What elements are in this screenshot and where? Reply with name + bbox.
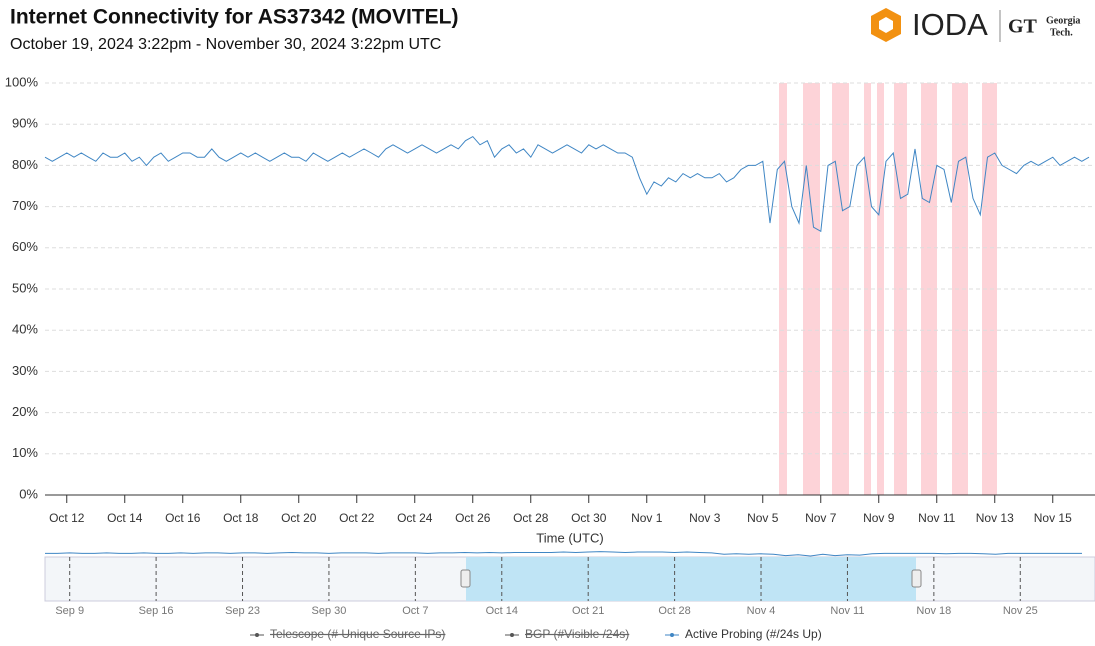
navigator-tick-label: Oct 28 (658, 605, 690, 617)
x-tick-label: Nov 15 (1034, 511, 1072, 525)
y-tick-label: 20% (12, 404, 38, 419)
y-tick-label: 0% (19, 486, 38, 501)
y-tick-label: 60% (12, 239, 38, 254)
navigator-tick-label: Oct 21 (572, 605, 604, 617)
gt-mark: GT (1008, 16, 1038, 38)
navigator-tick-label: Oct 7 (402, 605, 428, 617)
x-tick-label: Nov 5 (747, 511, 779, 525)
outage-band (832, 83, 849, 495)
x-tick-label: Nov 11 (918, 511, 955, 525)
x-tick-label: Oct 14 (107, 511, 143, 525)
navigator-tick-label: Sep 9 (55, 605, 84, 617)
y-tick-label: 100% (5, 74, 39, 89)
navigator-tick-label: Nov 25 (1003, 605, 1038, 617)
series-line (44, 135, 1090, 233)
x-tick-label: Nov 1 (631, 511, 663, 525)
outage-band (982, 83, 997, 495)
y-tick-label: 40% (12, 322, 38, 337)
y-tick-label: 70% (12, 198, 38, 213)
navigator-tick-label: Oct 14 (486, 605, 518, 617)
logo-text: IODA (912, 7, 988, 42)
navigator-handle[interactable] (911, 569, 922, 588)
navigator-tick-label: Sep 16 (139, 605, 174, 617)
y-tick-label: 80% (12, 157, 38, 172)
y-tick-label: 30% (12, 363, 38, 378)
legend-marker-dot (255, 633, 259, 637)
navigator-tick-label: Nov 4 (747, 605, 776, 617)
x-tick-label: Nov 13 (976, 511, 1014, 525)
x-tick-label: Oct 20 (281, 511, 317, 525)
logo-icon-inner (879, 17, 893, 33)
x-tick-label: Oct 24 (397, 511, 433, 525)
navigator-tick-label: Nov 11 (830, 605, 864, 617)
legend-label[interactable]: Telescope (# Unique Source IPs) (270, 627, 445, 641)
navigator-line (45, 551, 1082, 557)
chart-subtitle: October 19, 2024 3:22pm - November 30, 2… (10, 36, 441, 53)
x-tick-label: Nov 3 (689, 511, 721, 525)
navigator-handle[interactable] (460, 569, 471, 588)
navigator-tick-label: Sep 23 (225, 605, 260, 617)
x-tick-label: Oct 22 (339, 511, 375, 525)
y-tick-label: 90% (12, 116, 38, 131)
x-tick-label: Nov 9 (863, 511, 895, 525)
legend-label[interactable]: Active Probing (#/24s Up) (685, 627, 822, 641)
partner-text: Tech. (1050, 27, 1073, 38)
y-tick-label: 50% (12, 280, 38, 295)
legend-marker-dot (670, 633, 674, 637)
x-tick-label: Oct 18 (223, 511, 259, 525)
x-tick-label: Oct 28 (513, 511, 549, 525)
chart-title: Internet Connectivity for AS37342 (MOVIT… (10, 6, 458, 29)
x-tick-label: Oct 30 (571, 511, 607, 525)
navigator-tick-label: Nov 18 (916, 605, 951, 617)
x-tick-label: Oct 16 (165, 511, 201, 525)
x-tick-label: Oct 12 (49, 511, 85, 525)
navigator-selection[interactable] (466, 557, 916, 601)
outage-band (952, 83, 968, 495)
x-tick-label: Oct 26 (455, 511, 491, 525)
legend-marker-dot (510, 633, 514, 637)
logo: IODA GT Georgia Tech. (871, 7, 1080, 42)
x-axis-title: Time (UTC) (536, 530, 603, 545)
navigator-tick-label: Sep 30 (312, 605, 347, 617)
x-tick-label: Nov 7 (805, 511, 837, 525)
y-tick-label: 10% (12, 445, 38, 460)
legend-label[interactable]: BGP (#Visible /24s) (525, 627, 629, 641)
partner-text: Georgia (1046, 15, 1080, 26)
